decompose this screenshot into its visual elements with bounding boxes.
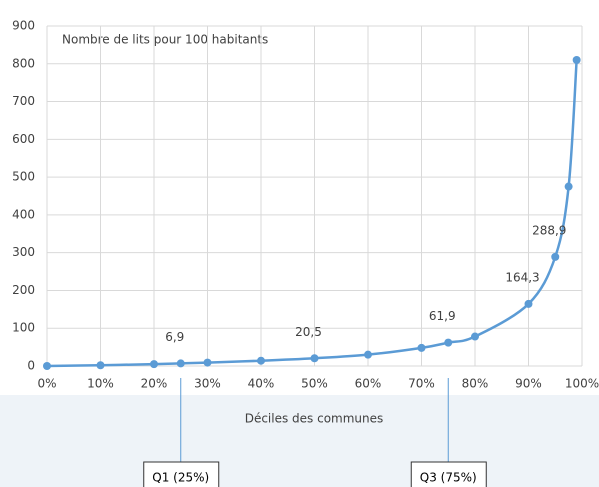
annotation-box	[410, 461, 487, 487]
x-tick-label: 40%	[248, 377, 275, 391]
data-point	[572, 56, 581, 64]
data-label: 164,3	[505, 270, 539, 284]
y-tick-label: 900	[12, 19, 35, 33]
annotation-box	[143, 461, 220, 487]
x-tick-label: 0%	[37, 377, 56, 391]
x-tick-label: 60%	[355, 377, 382, 391]
y-tick-label: 200	[12, 283, 35, 297]
y-tick-label: 600	[12, 132, 35, 146]
data-point	[96, 361, 105, 370]
data-label: 288,9	[532, 223, 566, 237]
data-point	[203, 358, 212, 367]
annotation-label: Q1 (25%)	[152, 471, 209, 485]
grid	[46, 25, 583, 367]
y-tick-label: 100	[12, 321, 35, 335]
data-point	[43, 362, 51, 370]
data-label: 20,5	[295, 325, 322, 339]
data-point	[417, 343, 426, 352]
data-point	[150, 360, 158, 369]
x-tick-label: 70%	[408, 377, 435, 391]
y-tick-label: 700	[12, 94, 35, 108]
data-point	[564, 182, 573, 191]
x-axis-label: Déciles des communes	[245, 412, 384, 426]
x-tick-label: 80%	[462, 377, 489, 391]
data-point	[257, 356, 265, 365]
x-tick-label: 10%	[87, 377, 114, 391]
annotation-label: Q3 (75%)	[420, 471, 477, 485]
data-point	[524, 299, 533, 308]
data-label: 6,9	[165, 330, 184, 344]
x-tick-label: 50%	[301, 377, 328, 391]
y-tick-label: 400	[12, 207, 35, 221]
x-tick-label: 100%	[565, 377, 599, 391]
y-tick-label: 300	[12, 245, 35, 259]
data-point	[551, 252, 560, 261]
y-tick-label: 0	[27, 359, 35, 373]
data-point	[364, 350, 372, 359]
data-point	[310, 354, 319, 363]
lower-band	[0, 395, 599, 487]
data-point	[176, 359, 185, 368]
chart-title: Nombre de lits pour 100 habitants	[62, 33, 268, 47]
x-tick-label: 30%	[194, 377, 221, 391]
x-tick-label: 20%	[141, 377, 168, 391]
x-tick-label: 90%	[515, 377, 542, 391]
y-tick-label: 800	[12, 56, 35, 70]
data-point	[444, 338, 453, 347]
y-tick-label: 500	[12, 170, 35, 184]
plot-background	[0, 0, 599, 395]
data-label: 61,9	[429, 309, 456, 323]
data-point	[471, 332, 479, 341]
